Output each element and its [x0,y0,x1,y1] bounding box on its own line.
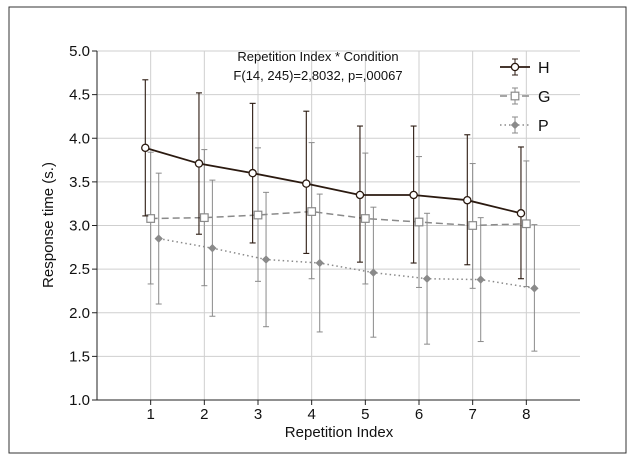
series-H [141,79,526,280]
annotation-line-2: F(14, 245)=2,8032, p=,00067 [233,68,402,83]
data-point [463,195,472,205]
x-tick-label: 3 [254,406,262,423]
x-tick-label: 2 [200,406,208,423]
data-point [315,258,324,268]
chart-frame [8,6,627,454]
y-tick-label: 1.5 [69,348,90,365]
y-tick-label: 5.0 [69,43,90,60]
series-G [146,142,531,289]
x-tick-label: 8 [522,406,530,423]
data-point [476,275,485,284]
data-point [409,190,418,200]
axes: 1.0 1.5 2.0 2.5 3.0 3.5 4.0 4.5 5.0 1 2 3 4 5 6 7 8 [69,43,580,423]
x-tick-label: 1 [146,406,154,423]
y-axis-title: Response time (s.) [40,162,57,288]
data-point [199,213,209,223]
data-point [248,168,257,178]
data-point [307,207,317,216]
y-tick-label: 2.0 [69,305,90,322]
data-point [530,284,539,293]
x-tick-label: 5 [361,406,369,423]
series-line [150,210,527,227]
data-point [208,244,217,253]
legend-marker [510,91,520,101]
y-tick-label: 4.0 [69,130,90,147]
plot-area [141,79,539,352]
data-point [468,221,478,230]
data-point [261,255,271,264]
x-tick-label: 7 [468,406,476,423]
annotation-line-1: Repetition Index * Condition [237,49,398,64]
legend-item-P: P [500,116,549,135]
x-axis-title: Repetition Index [285,424,394,441]
data-point [141,143,150,153]
legend-item-G: G [500,87,550,106]
data-point [146,214,156,223]
legend-item-H: H [500,58,550,77]
legend-label: P [538,118,549,135]
data-point [414,217,424,227]
x-tick-label: 6 [415,406,423,423]
series-line [158,237,535,290]
x-tick-label: 4 [307,406,315,423]
data-point [369,268,378,277]
legend-label: H [538,60,550,77]
series-line [145,146,522,215]
legend-marker [510,62,520,72]
data-point [516,209,526,218]
y-tick-label: 2.5 [69,261,90,278]
data-point [355,190,365,200]
data-point [360,214,370,223]
data-point [521,219,531,229]
data-point [253,210,263,220]
data-point [302,179,311,188]
data-point [194,159,204,168]
data-point [422,274,432,283]
y-tick-label: 3.0 [69,218,90,235]
legend-marker [510,120,520,130]
y-tick-label: 3.5 [69,174,90,191]
legend-label: G [538,89,550,106]
legend: HGP [500,58,550,135]
y-tick-label: 4.5 [69,87,90,104]
data-point [154,234,163,243]
y-tick-label: 1.0 [69,392,90,409]
